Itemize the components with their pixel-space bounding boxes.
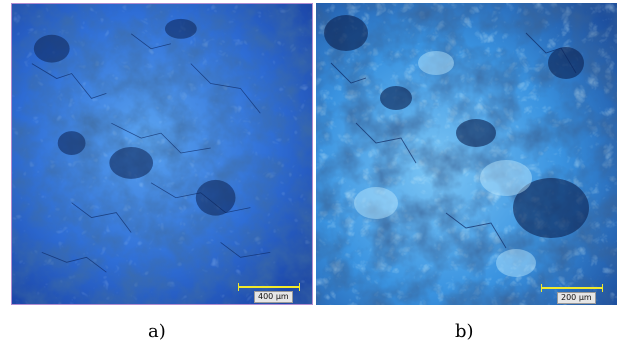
scale-bar-b: [541, 284, 603, 292]
scale-label-a: 400 µm: [254, 291, 293, 303]
scale-bar-a: [238, 283, 300, 291]
micrograph-panel-b: 200 µm: [316, 3, 617, 305]
micrograph-image-b: [316, 3, 617, 305]
caption-b: b): [455, 321, 474, 342]
caption-a: a): [148, 321, 166, 342]
micrograph-panel-a: 400 µm: [11, 3, 313, 305]
scale-label-b: 200 µm: [557, 292, 596, 304]
micrograph-image-a: [12, 4, 312, 304]
